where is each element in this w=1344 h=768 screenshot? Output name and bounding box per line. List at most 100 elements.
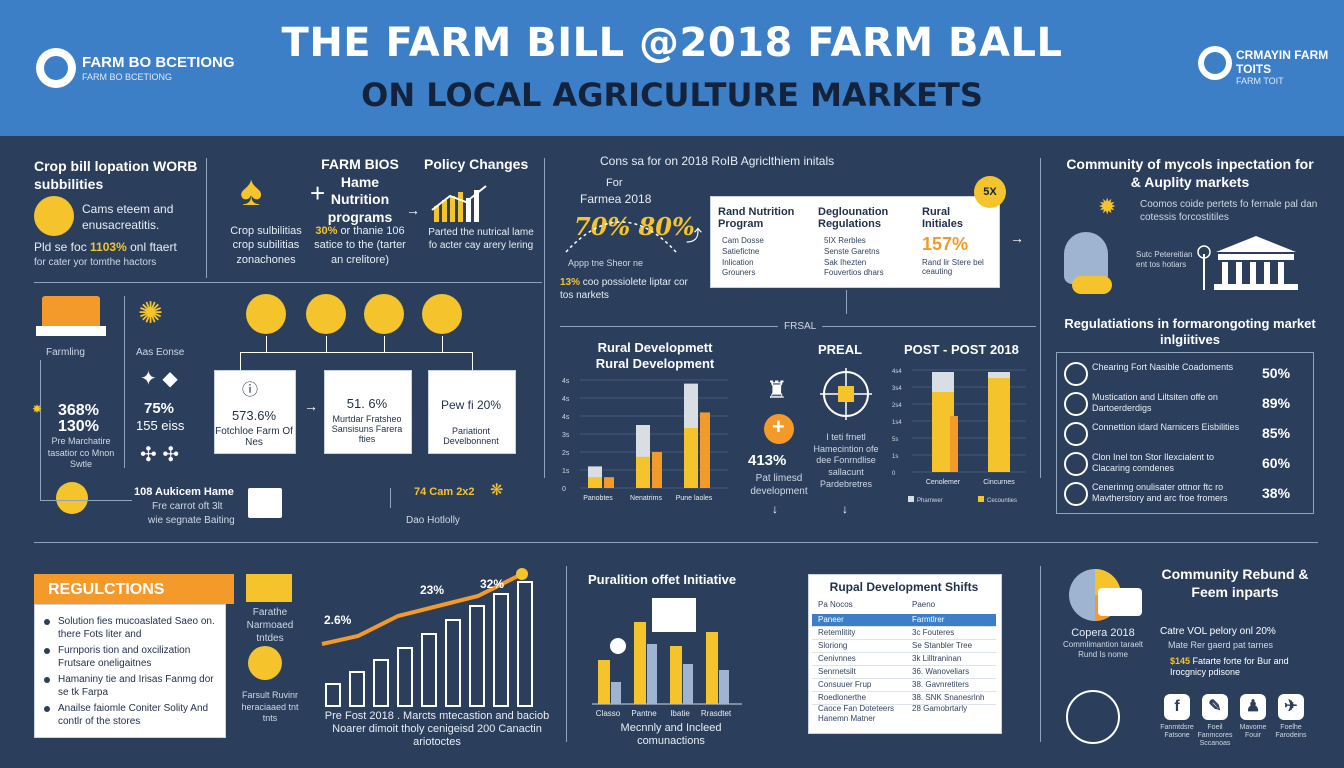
growth-line	[321, 572, 523, 646]
bar	[611, 682, 621, 704]
pct1: 75%	[144, 400, 175, 417]
leaf-icons: ✦ ◆	[140, 368, 178, 390]
community-heading: Community of mycols inpectation for & Au…	[1066, 156, 1314, 190]
center-for-label: For	[606, 177, 623, 189]
bullet-icon	[44, 648, 50, 654]
pur-chart-title: Puralition offet Initiative	[588, 572, 737, 587]
col3-title: Rural Initiales	[922, 206, 963, 230]
pur-caption: Mecnnly and Incleed comunactions	[620, 722, 722, 747]
regulctions-banner-text: REGULCTIONS	[48, 581, 165, 598]
barn-label: Farsult Ruvinr heraciaaed tnt tnts	[241, 690, 299, 724]
community-rebund-stat-text: Commlimantion taraelt Rund Is nome	[1062, 640, 1144, 660]
middle-side-text: Pre Marchatire tasatior co Mnon Swtle	[47, 436, 115, 470]
regulation-item-pct: 60%	[1262, 455, 1291, 471]
table-cell: Consuuer Frup	[818, 680, 872, 689]
table-cell: Paneer	[818, 615, 844, 624]
crop-bill-stat-line: Pld se foc 1103% onl ftaert	[34, 240, 177, 254]
stat2: 130%	[58, 418, 99, 435]
community-bldg-note: Sutc Petereitian ent tos hotiars	[1136, 250, 1193, 270]
social-1-icon[interactable]: ✎	[1202, 694, 1228, 720]
bar	[932, 392, 954, 472]
divider	[544, 158, 545, 478]
arc-label: Aas Eonse	[136, 347, 185, 358]
bottom-line3: wie segnate Baiting	[148, 515, 235, 526]
bar-outline	[325, 683, 341, 707]
policy-changes-heading: Policy Changes	[424, 156, 529, 172]
bottom-text: 108 Aukicem Hame	[134, 486, 234, 498]
person-icon	[1064, 232, 1108, 284]
community-text: Coomos coide pertets fo fernale pal dan …	[1140, 199, 1318, 223]
social-0-icon[interactable]: f	[1164, 694, 1190, 720]
regulations-list-heading: Regulatiations in formarongoting market …	[1064, 316, 1316, 348]
box1-stat: 573.6%	[231, 408, 277, 423]
hand-care-icon	[1066, 690, 1120, 744]
divider	[1040, 158, 1041, 478]
category-label: Panobtes	[583, 495, 613, 502]
category-label: Pantne	[631, 709, 657, 718]
logo-right-subtext: FARM TOIT	[1236, 76, 1284, 86]
divider	[34, 542, 1318, 543]
connector	[240, 352, 472, 353]
connector	[384, 336, 385, 352]
regulation-item-icon	[1064, 422, 1088, 446]
crop-bill-heading: Crop bill lopation WORB subbilities	[34, 158, 198, 192]
box3-text: Pariationt Develbonnent	[443, 426, 499, 446]
plus-glyph: +	[772, 414, 785, 439]
bottom-line2: Fre carrot oft 3lt	[152, 501, 223, 512]
social-3-icon[interactable]: ✈	[1278, 694, 1304, 720]
logo-left-text: FARM BO BCETIONG	[82, 54, 235, 71]
bar-outline	[445, 619, 461, 707]
table-cell: 3k Lilltraninan	[912, 654, 962, 663]
regulations-list-box	[1056, 352, 1314, 514]
bar	[634, 622, 646, 704]
circle-icon-1	[246, 294, 286, 334]
circle-icon-4	[422, 294, 462, 334]
crop-subsidies-caption: Crop sulbilitias crop subilitias zonacho…	[230, 225, 302, 266]
bar-outline	[349, 671, 365, 707]
bullet-icon	[44, 706, 50, 712]
shifts-title: Rupal Development Shifts	[829, 580, 979, 594]
center-note: 13% coo possiolete liptar cor tos narket…	[560, 277, 688, 301]
bar	[636, 456, 650, 488]
regulctions-banner	[34, 574, 234, 604]
circle-icon-3	[364, 294, 404, 334]
table-row	[812, 614, 996, 627]
prfal-title: PREAL	[818, 342, 863, 357]
government-building-icon	[1197, 236, 1298, 290]
logo-left-subtext: FARM BO BCETIONG	[82, 72, 173, 82]
col2-title: Deglounation Regulations	[818, 206, 889, 230]
regulation-item-label: Connettion idard Narnicers Eisbilities	[1092, 422, 1240, 432]
truck-icon	[42, 296, 100, 330]
growth-label: 32%	[480, 577, 504, 591]
table-cell: Senrnetsilt	[818, 667, 856, 676]
pct2: 155 eiss	[136, 418, 185, 433]
bar	[950, 416, 958, 472]
bar-outline	[517, 581, 533, 707]
center-info-box	[710, 196, 1000, 288]
table-cell: 38. Gavnretiters	[912, 680, 969, 689]
col1-items: Cam Dosse Satiefictne Inlication Grouners	[722, 236, 764, 278]
growth-chart: 2.6% 23% 32%	[321, 568, 533, 707]
handshake-icon	[1098, 588, 1142, 616]
crop-bill-text: Cams eteem and enusacreatitis.	[82, 202, 174, 232]
farmer-icon: ♜	[766, 377, 788, 404]
nutrition-programs-heading: FARM BIOS Hame Nutrition programs	[321, 156, 399, 225]
box2-text: Murtdar Fratsheo Sansisuns Farera fties	[331, 414, 403, 444]
wheat-icon: ♠	[240, 167, 263, 214]
connector	[40, 500, 132, 501]
prfal-desc: I teti frnetl Hamecintion ofe dee Fonrnd…	[813, 432, 879, 489]
bar	[683, 664, 693, 704]
divider	[566, 566, 567, 742]
stat-box-1	[214, 370, 296, 454]
community-rebund-heading: Community Rebund & Feem inparts	[1161, 566, 1309, 600]
y-tick-label: 0	[892, 471, 896, 477]
social-2-icon[interactable]: ♟	[1240, 694, 1266, 720]
truck-base	[36, 326, 106, 336]
crop-coin-icon	[34, 196, 74, 236]
table-cell: Cenivnnes	[818, 654, 856, 663]
frsal-label: FRSAL	[778, 320, 823, 333]
table-cell: Retemlitity	[818, 628, 856, 637]
nutrition-caption: 30% or thanie 106 satice to the (tarter …	[314, 225, 406, 266]
regulctions-item: Anailse faiomle Coniter Solity And contl…	[58, 703, 209, 727]
legend-swatch	[978, 496, 984, 502]
